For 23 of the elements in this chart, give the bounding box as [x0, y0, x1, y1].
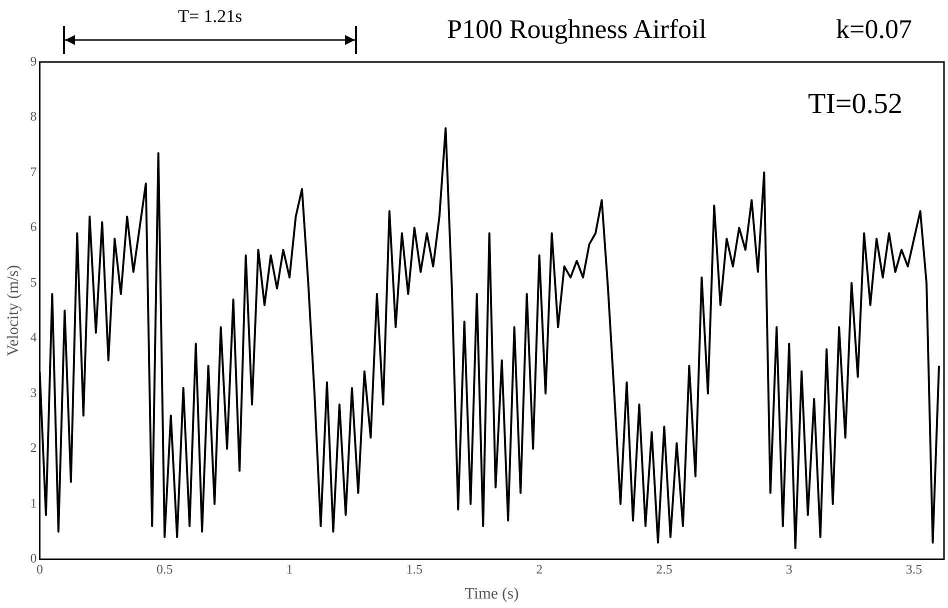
y-tick-label: 6: [30, 219, 38, 234]
x-tick-label: 3.5: [906, 561, 922, 576]
y-tick-label: 7: [30, 164, 38, 179]
x-tick-label: 1.5: [406, 561, 423, 576]
annotation: TI=0.52: [808, 88, 902, 121]
text: T= 1.21s: [178, 6, 242, 27]
y-tick-label: 9: [30, 53, 37, 68]
x-tick-label: 2.5: [656, 561, 672, 576]
x-tick-label: 2: [536, 561, 543, 576]
chart-title: P100 Roughness Airfoil: [447, 14, 707, 45]
x-tick-label: 3: [786, 561, 792, 576]
y-tick-label: 3: [30, 384, 37, 400]
y-tick-label: 1: [30, 495, 37, 510]
x-tick-label: 1: [286, 561, 293, 576]
x-axis-title: Time (s): [464, 586, 519, 603]
y-axis-title: Velocity (m/s): [4, 265, 22, 356]
y-tick-label: 5: [30, 274, 37, 290]
x-tick-label: 0.5: [156, 561, 173, 576]
y-tick-label: 8: [30, 108, 37, 124]
text: k=0.07: [836, 14, 912, 45]
y-tick-label: 4: [30, 330, 38, 345]
y-tick-label: 0: [30, 550, 37, 566]
y-tick-label: 2: [30, 440, 37, 456]
